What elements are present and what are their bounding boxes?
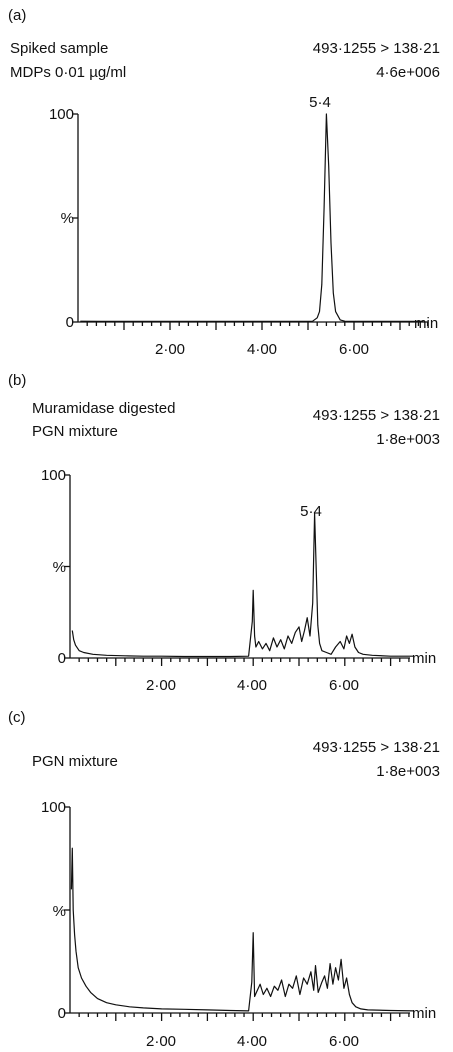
y-tick-max: 100 <box>41 467 66 484</box>
mrm-transition-label: 493·1255 > 138·21 <box>313 407 440 424</box>
chromatogram-panel-b: (b) Muramidase digested PGN mixture 493·… <box>8 372 440 694</box>
x-tick-label-6: 6·00 <box>329 1033 359 1050</box>
x-tick-label-6: 6·00 <box>339 341 369 358</box>
chromatogram-trace <box>80 113 423 322</box>
sample-description-line-1: PGN mixture <box>32 753 118 770</box>
peak-label: 5·4 <box>309 94 331 111</box>
x-tick-label-4: 4·00 <box>237 677 267 694</box>
x-axis-unit: min <box>412 1005 436 1022</box>
x-tick-label-4: 4·00 <box>237 1033 267 1050</box>
panel-label: (b) <box>8 372 26 389</box>
chromatogram-panel-c: (c) PGN mixture 493·1255 > 138·21 1·8e+0… <box>8 709 440 1050</box>
intensity-label: 4·6e+006 <box>376 64 440 81</box>
x-tick-label-2: 2·00 <box>146 1033 176 1050</box>
y-axis-unit: % <box>61 210 74 227</box>
intensity-label: 1·8e+003 <box>376 763 440 780</box>
x-tick-label-6: 6·00 <box>329 677 359 694</box>
sample-description-line-2: PGN mixture <box>32 423 118 440</box>
chromatogram-trace <box>71 512 414 658</box>
y-tick-zero: 0 <box>58 650 66 667</box>
sample-description-line-1: Muramidase digested <box>32 400 175 417</box>
chromatogram-panel-a: (a) Spiked sample MDPs 0·01 µg/ml 493·12… <box>8 7 440 358</box>
sample-description-line-1: Spiked sample <box>10 40 108 57</box>
y-tick-zero: 0 <box>58 1005 66 1022</box>
y-tick-max: 100 <box>41 799 66 816</box>
mrm-transition-label: 493·1255 > 138·21 <box>313 739 440 756</box>
panel-label: (c) <box>8 709 26 726</box>
intensity-label: 1·8e+003 <box>376 431 440 448</box>
mrm-transition-label: 493·1255 > 138·21 <box>313 40 440 57</box>
y-axis-unit: % <box>53 903 66 920</box>
x-tick-label-4: 4·00 <box>247 341 277 358</box>
x-axis-unit: min <box>414 315 438 332</box>
peak-label: 5·4 <box>300 503 322 520</box>
x-tick-label-2: 2·00 <box>146 677 176 694</box>
sample-description-line-2: MDPs 0·01 µg/ml <box>10 64 126 81</box>
y-tick-max: 100 <box>49 106 74 123</box>
chromatogram-trace <box>70 847 414 1012</box>
y-axis-unit: % <box>53 559 66 576</box>
y-tick-zero: 0 <box>66 314 74 331</box>
x-axis-unit: min <box>412 650 436 667</box>
x-tick-label-2: 2·00 <box>155 341 185 358</box>
panel-label: (a) <box>8 7 26 24</box>
